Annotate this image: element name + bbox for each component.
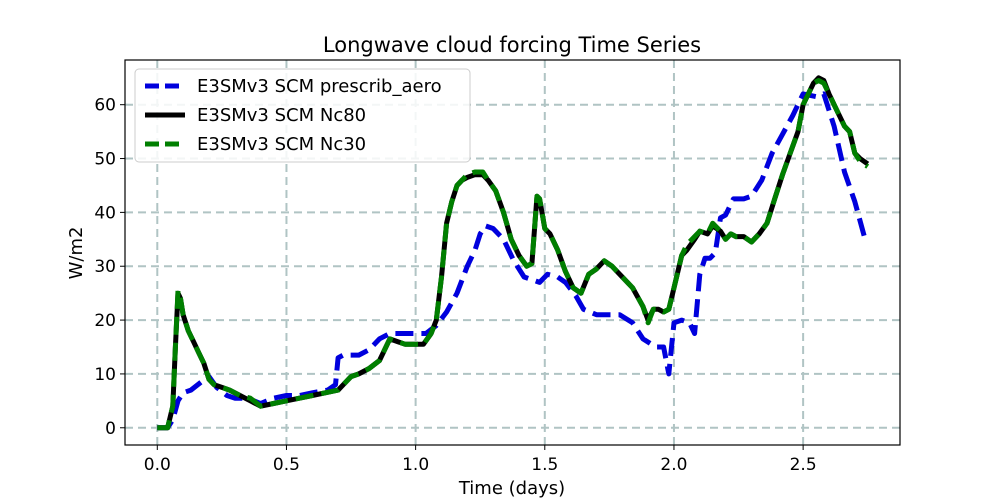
y-tick-label: 60 (94, 96, 116, 116)
series-line-0 (157, 91, 868, 431)
x-tick-label: 1.5 (531, 455, 558, 475)
y-tick-label: 40 (94, 203, 116, 223)
x-tick-label: 0.0 (144, 455, 171, 475)
chart-title: Longwave cloud forcing Time Series (323, 33, 701, 57)
x-tick-label: 2.5 (790, 455, 817, 475)
legend-items: E3SMv3 SCM prescrib_aero E3SMv3 SCM Nc80 E… (145, 76, 442, 155)
y-tick-label: 20 (94, 311, 116, 331)
x-axis: 0.0 0.5 1.0 1.5 2.0 2.5 (144, 445, 817, 475)
y-tick-label: 0 (105, 419, 116, 439)
plot-frame (124, 59, 901, 446)
legend-label-1: E3SMv3 SCM Nc80 (197, 105, 366, 126)
plot-area (157, 75, 870, 431)
y-tick-label: 10 (94, 365, 116, 385)
x-tick-label: 0.5 (273, 455, 300, 475)
legend: E3SMv3 SCM prescrib_aero E3SMv3 SCM Nc80 E… (134, 68, 471, 163)
y-axis: 0 10 20 30 40 50 60 (94, 96, 125, 439)
y-tick-label: 30 (94, 257, 116, 277)
series-line-2 (157, 78, 870, 431)
x-tick-label: 1.0 (402, 455, 429, 475)
y-tick-label: 50 (94, 150, 116, 170)
legend-label-2: E3SMv3 SCM Nc30 (197, 134, 366, 155)
legend-label-0: E3SMv3 SCM prescrib_aero (197, 76, 442, 97)
x-tick-label: 2.0 (660, 455, 687, 475)
y-axis-label: W/m2 (66, 227, 87, 280)
x-axis-label: Time (days) (458, 478, 565, 499)
legend-box (134, 68, 471, 163)
series-group (157, 75, 870, 431)
